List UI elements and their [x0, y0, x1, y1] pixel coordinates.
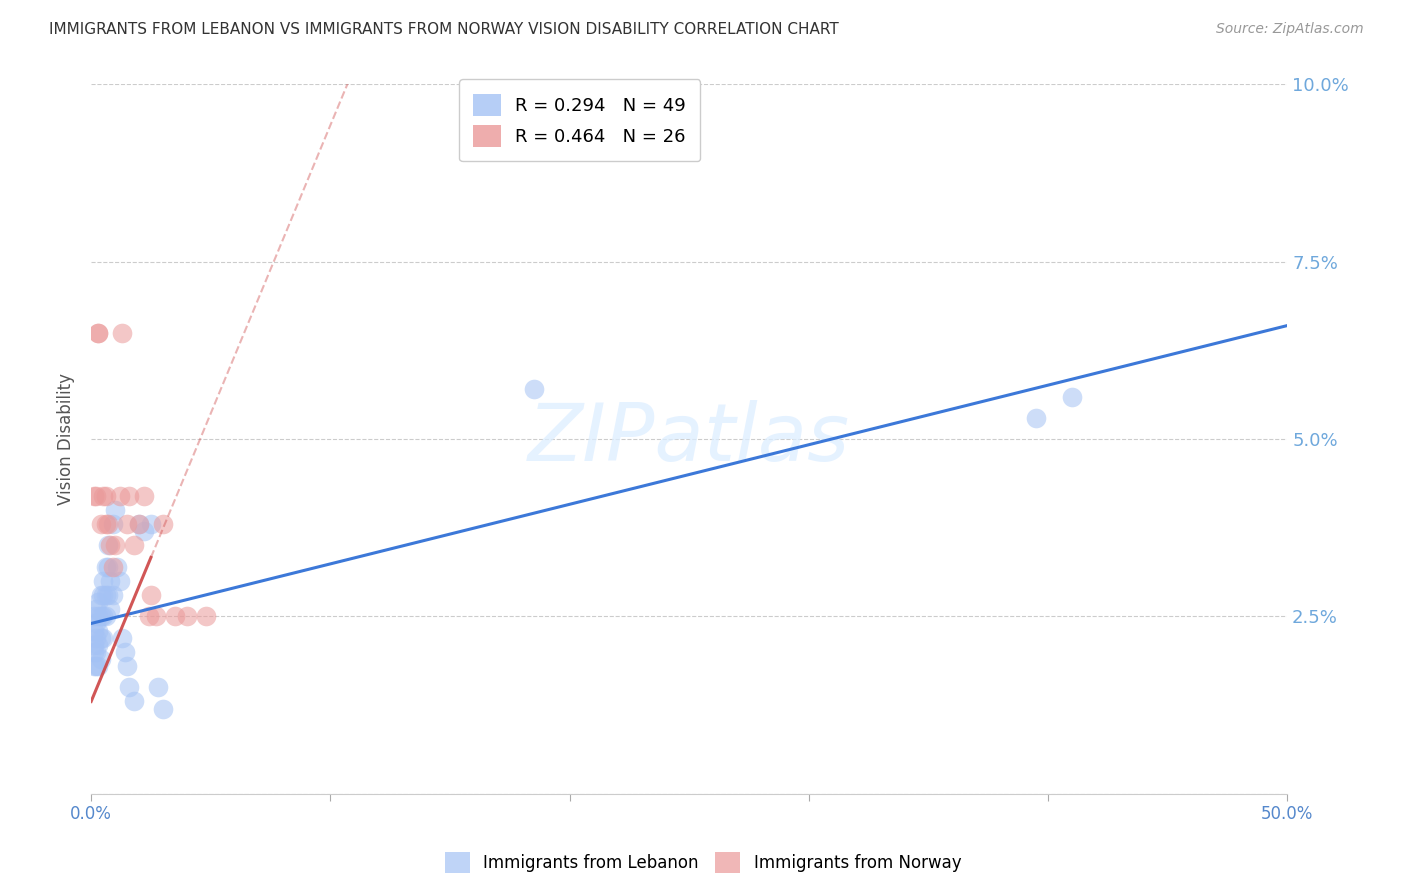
Point [128, 517, 150, 532]
Text: ZIPatlas: ZIPatlas [529, 400, 851, 478]
Point [98, 538, 121, 552]
Point [176, 609, 198, 624]
Point [118, 681, 141, 695]
Point [87, 624, 110, 638]
Point [90, 517, 112, 532]
Point [94, 559, 117, 574]
Point [83, 659, 105, 673]
Point [97, 559, 120, 574]
Point [111, 631, 134, 645]
Point [98, 602, 121, 616]
Legend: R = 0.294   N = 49, R = 0.464   N = 26: R = 0.294 N = 49, R = 0.464 N = 26 [458, 79, 700, 161]
Point [87, 638, 110, 652]
Point [146, 681, 169, 695]
Point [90, 652, 112, 666]
Point [98, 574, 121, 588]
Point [90, 588, 112, 602]
Point [90, 631, 112, 645]
Point [104, 503, 127, 517]
Point [84, 645, 107, 659]
Point [87, 609, 110, 624]
Point [101, 517, 124, 532]
Point [94, 517, 117, 532]
Point [111, 326, 134, 340]
Point [87, 595, 110, 609]
Text: IMMIGRANTS FROM LEBANON VS IMMIGRANTS FROM NORWAY VISION DISABILITY CORRELATION : IMMIGRANTS FROM LEBANON VS IMMIGRANTS FR… [49, 22, 839, 37]
Point [104, 538, 127, 552]
Point [90, 609, 112, 624]
Point [114, 645, 136, 659]
Y-axis label: Vision Disability: Vision Disability [58, 373, 75, 505]
Point [84, 616, 107, 631]
Point [132, 524, 155, 539]
Point [83, 624, 105, 638]
Point [101, 559, 124, 574]
Point [91, 609, 114, 624]
Point [145, 609, 167, 624]
Point [115, 517, 138, 532]
Point [87, 326, 110, 340]
Point [152, 701, 174, 715]
Point [132, 489, 155, 503]
Point [122, 538, 145, 552]
Point [101, 588, 124, 602]
Point [91, 631, 114, 645]
Point [84, 659, 107, 673]
Point [152, 517, 174, 532]
Point [83, 489, 105, 503]
Point [91, 574, 114, 588]
Point [194, 609, 217, 624]
Point [84, 631, 107, 645]
Point [163, 609, 186, 624]
Point [84, 489, 107, 503]
Point [107, 559, 129, 574]
Point [87, 659, 110, 673]
Point [128, 517, 150, 532]
Point [97, 538, 120, 552]
Point [94, 489, 117, 503]
Point [83, 645, 105, 659]
Point [118, 489, 141, 503]
Point [139, 588, 162, 602]
Point [84, 602, 107, 616]
Point [1025, 410, 1047, 425]
Point [139, 517, 162, 532]
Point [94, 588, 117, 602]
Point [115, 659, 138, 673]
Point [108, 489, 131, 503]
Point [83, 609, 105, 624]
Point [91, 489, 114, 503]
Point [97, 517, 120, 532]
Point [122, 694, 145, 708]
Point [523, 383, 546, 397]
Point [87, 326, 110, 340]
Point [108, 574, 131, 588]
Legend: Immigrants from Lebanon, Immigrants from Norway: Immigrants from Lebanon, Immigrants from… [439, 846, 967, 880]
Point [94, 609, 117, 624]
Point [91, 588, 114, 602]
Text: Source: ZipAtlas.com: Source: ZipAtlas.com [1216, 22, 1364, 37]
Point [1060, 390, 1083, 404]
Point [138, 609, 160, 624]
Point [97, 588, 120, 602]
Point [83, 638, 105, 652]
